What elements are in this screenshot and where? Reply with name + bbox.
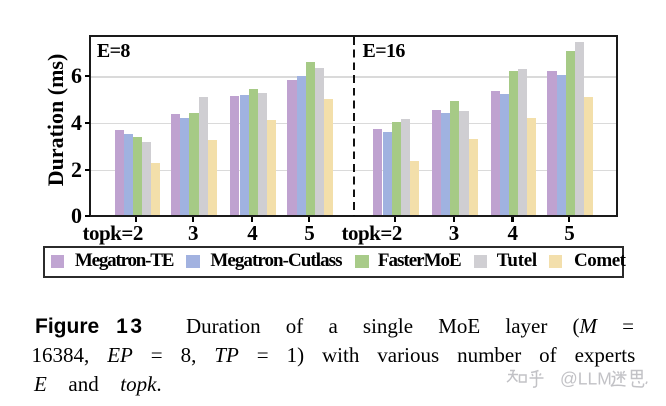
svg-text:@LLM: @LLM [560, 369, 612, 389]
